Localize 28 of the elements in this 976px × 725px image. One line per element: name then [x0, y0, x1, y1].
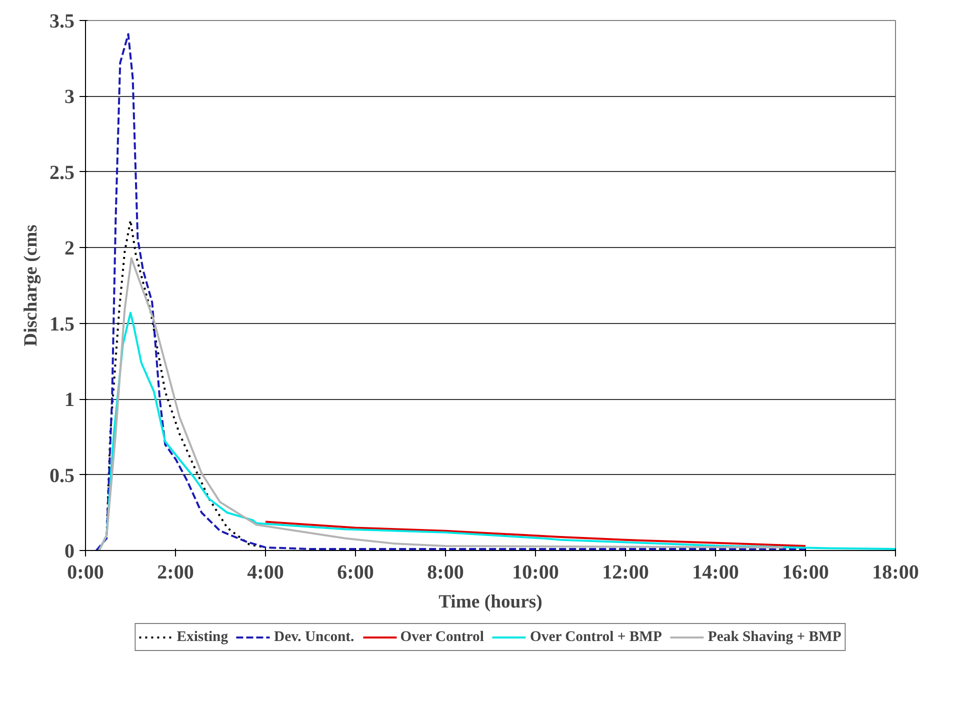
legend-label: Dev. Uncont.: [274, 628, 354, 646]
legend-label: Existing: [176, 628, 228, 646]
y-tick-label: 1: [64, 389, 74, 412]
x-tick-label: 6:00: [337, 562, 374, 584]
x-tick-label: 18:00: [872, 562, 919, 584]
y-tick-label: 0.5: [50, 464, 74, 487]
line-series: [264, 520, 806, 547]
x-tick-label: 4:00: [247, 562, 284, 584]
y-tick-label: 1.5: [50, 313, 74, 336]
line-series: [98, 257, 784, 550]
y-tick-label: 3.5: [50, 10, 74, 32]
x-tick-label: 12:00: [602, 562, 649, 584]
x-axis-title: Time (hours): [438, 592, 542, 612]
legend-label: Over Control + BMP: [530, 628, 662, 646]
y-tick-label: 2: [64, 238, 74, 260]
x-tick-label: 0:00: [67, 562, 104, 584]
y-axis-title: Discharge (cms: [20, 224, 42, 346]
x-tick-label: 16:00: [782, 562, 829, 584]
x-tick-label: 8:00: [427, 562, 464, 584]
y-tick-label: 3: [64, 86, 74, 108]
y-tick-label: 0: [64, 540, 74, 562]
x-tick-label: 2:00: [157, 562, 194, 584]
line-series: [95, 33, 806, 550]
legend-label: Over Control: [400, 628, 484, 646]
x-tick-label: 14:00: [692, 562, 739, 584]
y-tick-label: 2.5: [50, 162, 74, 184]
x-tick-label: 10:00: [512, 562, 559, 584]
legend-label: Peak Shaving + BMP: [708, 628, 842, 646]
